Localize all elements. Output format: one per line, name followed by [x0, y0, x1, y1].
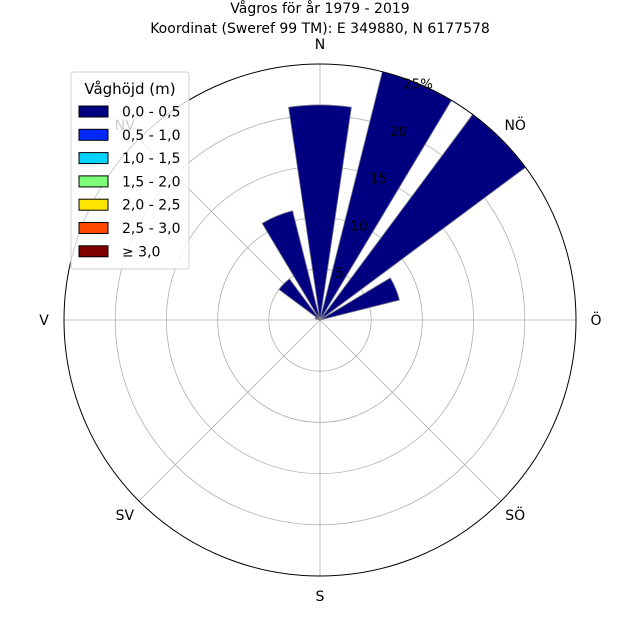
- legend-label: 0,5 - 1,0: [122, 128, 180, 144]
- legend-label: 0,0 - 0,5: [122, 105, 180, 121]
- legend-swatch: [78, 152, 109, 165]
- legend-label: 1,5 - 2,0: [122, 174, 180, 190]
- direction-label: SÖ: [505, 506, 525, 524]
- legend-swatch: [78, 245, 109, 258]
- legend-swatch: [78, 105, 109, 118]
- radial-tick-label: 25%: [403, 77, 433, 93]
- rose-bar: [288, 104, 352, 321]
- direction-label: V: [39, 313, 49, 329]
- radial-tick-labels: 5 10 15 20 25%: [335, 77, 433, 282]
- radial-tick-label: 15: [370, 171, 387, 187]
- outer-circle: [63, 63, 577, 577]
- rose-bar: [261, 210, 321, 321]
- legend-swatch: [78, 198, 109, 211]
- legend-label: ≥ 3,0: [122, 244, 160, 260]
- direction-label: SV: [116, 508, 135, 524]
- direction-label: S: [316, 589, 325, 605]
- legend-box: [70, 71, 190, 270]
- rose-bar: [278, 278, 321, 321]
- direction-label: Ö: [590, 311, 601, 329]
- direction-label: N: [315, 37, 325, 53]
- radial-tick-label: 20: [390, 124, 407, 140]
- legend-title: Våghöjd (m): [84, 80, 175, 98]
- radial-tick-label: 10: [351, 218, 368, 234]
- direction-label: NÖ: [504, 116, 526, 134]
- legend-label: 2,5 - 3,0: [122, 221, 180, 237]
- grid-spoke: [319, 319, 502, 502]
- chart-title-line-1: Vågros för år 1979 - 2019: [230, 0, 409, 17]
- chart-title-line-2: Koordinat (Sweref 99 TM): E 349880, N 61…: [150, 21, 490, 37]
- rose-bar: [319, 277, 400, 321]
- legend-label: 2,0 - 2,5: [122, 198, 180, 214]
- grid-spoke: [138, 319, 321, 502]
- legend: Våghöjd (m) 0,0 - 0,5 0,5 - 1,0 1,0 - 1,5 1,…: [70, 71, 190, 270]
- radial-tick-label: 5: [335, 266, 344, 282]
- polar-outline: [63, 63, 577, 577]
- legend-label: 1,0 - 1,5: [122, 151, 180, 167]
- rose-bars: [261, 71, 527, 321]
- legend-swatch: [78, 222, 109, 234]
- legend-swatch: [78, 128, 109, 141]
- legend-swatch: [78, 175, 109, 188]
